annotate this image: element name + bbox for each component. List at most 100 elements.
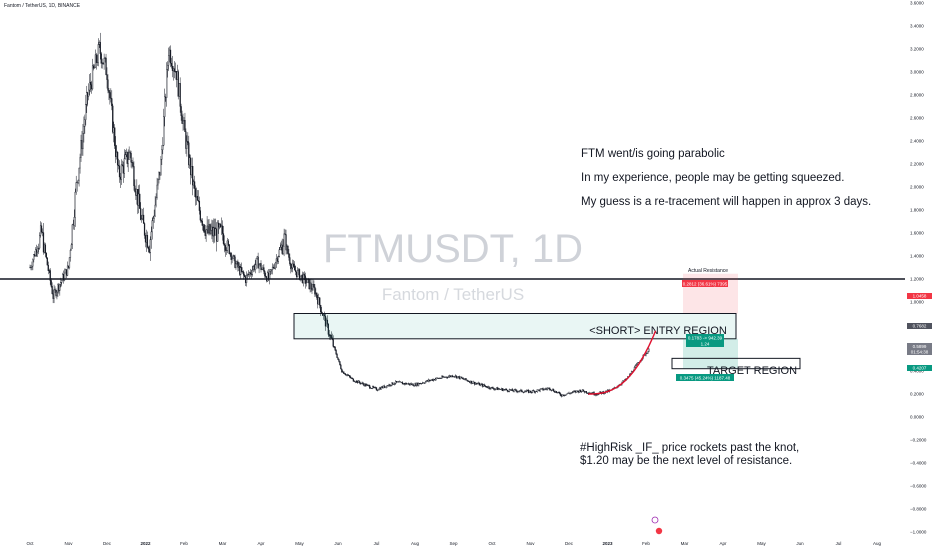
candle-body	[141, 214, 144, 219]
candle-body	[327, 324, 329, 335]
candle-body	[442, 376, 444, 378]
candle-body	[428, 379, 431, 382]
candle-body	[169, 49, 172, 64]
candle-body	[345, 373, 347, 376]
watermark-ticker: FTMUSDT, 1D	[323, 227, 583, 271]
candle-body	[141, 218, 143, 220]
target-region-box[interactable]	[671, 357, 801, 370]
candle-body	[249, 272, 252, 275]
candle-body	[467, 380, 469, 382]
candle-body	[117, 164, 120, 167]
candle-body	[278, 249, 280, 257]
candle-body	[234, 256, 236, 268]
candle-body	[511, 388, 513, 391]
candle-body	[162, 145, 164, 150]
y-tick-label: 2.6000	[910, 116, 924, 121]
candle-body	[292, 263, 294, 268]
candle-body	[417, 382, 419, 386]
y-tick-label: 3.0000	[910, 70, 924, 75]
candle-body	[91, 65, 94, 90]
candle-body	[244, 275, 246, 278]
candle-body	[277, 256, 279, 262]
candle-body	[112, 105, 114, 133]
candle-body	[218, 224, 221, 228]
candle-body	[303, 273, 305, 276]
candle-body	[238, 266, 240, 268]
candle-body	[90, 81, 92, 85]
candle-body	[430, 379, 432, 381]
candle-body	[524, 391, 526, 393]
candle-body	[146, 235, 149, 248]
candle-body	[206, 225, 208, 231]
candle-body	[479, 384, 482, 386]
candle-body	[81, 140, 83, 150]
candle-body	[118, 165, 121, 178]
candle-body	[269, 269, 272, 272]
parabolic-curve	[588, 330, 657, 395]
candle-body	[253, 266, 255, 270]
candle-body	[310, 282, 312, 289]
entry-region-box[interactable]	[293, 313, 737, 340]
candle-body	[158, 171, 160, 180]
candle-body	[313, 284, 315, 288]
candles	[29, 32, 650, 398]
entry-tag-line1: 0.1783 -> 942.39	[688, 336, 723, 341]
candle-body	[471, 380, 473, 384]
candle-body	[79, 157, 81, 169]
candle-body	[554, 391, 557, 393]
candle-body	[502, 389, 505, 391]
candle-body	[167, 64, 169, 70]
candle-body	[449, 375, 451, 377]
candle-body	[635, 364, 637, 366]
candle-body	[129, 151, 131, 154]
stop-zone[interactable]	[683, 273, 738, 314]
candle-body	[389, 384, 391, 386]
dividend-icon[interactable]	[651, 516, 659, 524]
candle-body	[49, 270, 51, 281]
candle-body	[300, 274, 303, 277]
x-tick-label: May	[295, 541, 304, 546]
candle-body	[474, 381, 476, 385]
y-tick-label: 1.0000	[910, 300, 924, 305]
candle-body	[282, 246, 284, 254]
x-tick-label: Jul	[836, 541, 842, 546]
candle-body	[97, 44, 99, 63]
candle-body	[228, 244, 230, 254]
candle-body	[581, 389, 584, 392]
candle-body	[88, 89, 90, 97]
candle-body	[414, 383, 416, 387]
candle-body	[269, 271, 271, 280]
candle-body	[34, 254, 36, 257]
price-tag-last-value: 0.5899	[913, 344, 927, 349]
y-tick-label: 2.0000	[910, 185, 924, 190]
candle-body	[285, 234, 287, 251]
candle-body	[237, 261, 239, 268]
candle-body	[516, 390, 518, 393]
target-tag: 0.3475 (45.24%) 1187.48	[680, 376, 731, 381]
candle-body	[279, 247, 281, 250]
candle-body	[364, 383, 366, 386]
candle-body	[416, 382, 418, 387]
candle-body	[425, 380, 428, 382]
candle-body	[50, 280, 52, 287]
candle-body	[32, 259, 34, 267]
x-tick-label: Oct	[26, 541, 34, 546]
candle-body	[215, 228, 217, 236]
candle-body	[450, 375, 453, 377]
candle-body	[58, 284, 60, 291]
candle-body	[148, 248, 150, 253]
earnings-flag-icon[interactable]	[655, 527, 663, 535]
candle-body	[36, 249, 38, 253]
candle-body	[147, 247, 150, 250]
candle-body	[101, 62, 103, 64]
candle-body	[378, 387, 381, 390]
candle-body	[153, 215, 155, 219]
candle-body	[55, 289, 57, 296]
candle-body	[312, 284, 314, 291]
y-tick-label: 3.6000	[910, 1, 924, 6]
candle-body	[189, 157, 191, 166]
candle-body	[40, 225, 43, 233]
candle-body	[151, 220, 153, 233]
candle-body	[87, 92, 89, 97]
